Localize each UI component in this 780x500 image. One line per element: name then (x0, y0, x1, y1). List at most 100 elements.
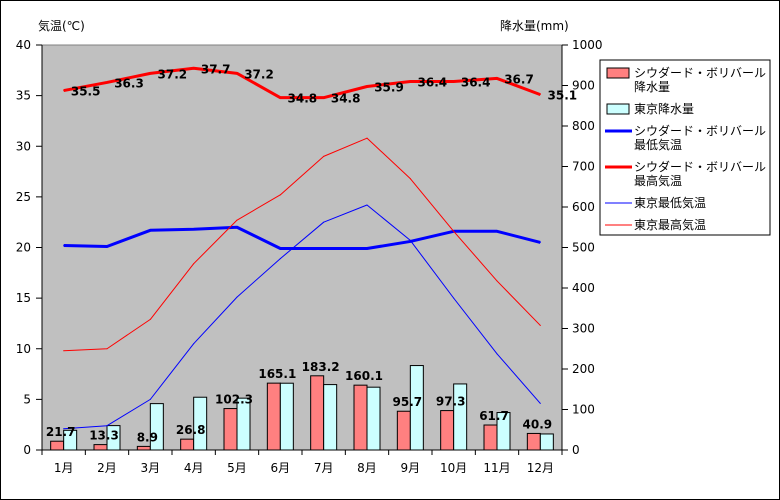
line-point (496, 353, 498, 355)
line-point (236, 72, 238, 74)
x-axis-tick-label: 8月 (357, 461, 377, 475)
right-axis-tick-label: 0 (572, 443, 580, 457)
line-point (453, 230, 455, 232)
bar (279, 382, 294, 451)
line-point (453, 297, 455, 299)
bar (93, 444, 108, 451)
line-point (323, 248, 325, 250)
line-point (149, 72, 151, 74)
left-axis-tick-label: 30 (16, 139, 31, 153)
line-data-label: 37.7 (201, 62, 231, 76)
line-point (539, 241, 541, 243)
line-point (193, 67, 195, 69)
x-axis-tick-label: 10月 (440, 461, 467, 475)
bar-data-label: 40.9 (523, 417, 553, 431)
legend-label: 最低気温 (634, 137, 682, 152)
right-axis-tick-label: 200 (572, 362, 595, 376)
line-point (279, 97, 281, 99)
bar (266, 382, 281, 451)
right-axis-tick-label: 300 (572, 322, 595, 336)
line-point (366, 137, 368, 139)
legend: シウダード・ボリバール降水量東京降水量シウダード・ボリバール最低気温シウダード・… (599, 59, 771, 236)
x-axis-tick-label: 11月 (483, 461, 510, 475)
right-axis-tick-label: 400 (572, 281, 595, 295)
line-point (236, 219, 238, 221)
bar-data-label: 165.1 (258, 367, 296, 381)
axes: 0510152025303540010020030040050060070080… (16, 38, 603, 475)
line-point (149, 229, 151, 231)
line-point (453, 80, 455, 82)
line-point (193, 343, 195, 345)
series-line (63, 137, 541, 352)
line-point (193, 263, 195, 265)
bar (353, 384, 368, 451)
line-point (106, 348, 108, 350)
bar-data-label: 8.9 (137, 430, 158, 444)
line-point (496, 77, 498, 79)
left-axis-tick-label: 0 (23, 443, 31, 457)
line-data-label: 36.7 (504, 72, 534, 86)
line-point (106, 425, 108, 427)
x-axis-tick-label: 3月 (141, 461, 161, 475)
x-axis-tick-label: 1月 (54, 461, 74, 475)
line-point (323, 221, 325, 223)
x-axis-tick-label: 12月 (527, 461, 554, 475)
bar-data-label: 95.7 (393, 395, 423, 409)
x-axis-tick-label: 7月 (314, 461, 334, 475)
line-point (106, 245, 108, 247)
line-point (279, 194, 281, 196)
line-point (279, 248, 281, 250)
right-axis-tick-label: 500 (572, 241, 595, 255)
line-point (236, 226, 238, 228)
line-point (279, 258, 281, 260)
line-point (323, 155, 325, 157)
legend-label: 東京最高気温 (634, 217, 706, 232)
line-point (496, 280, 498, 282)
bar (526, 432, 541, 451)
bar (539, 433, 554, 451)
legend-swatch (606, 67, 630, 79)
bar (483, 424, 498, 451)
line-point (236, 296, 238, 298)
bar-data-label: 183.2 (302, 360, 340, 374)
bar-data-label: 160.1 (345, 369, 383, 383)
line-data-label: 35.5 (71, 85, 101, 99)
right-axis-tick-label: 800 (572, 119, 595, 133)
right-axis-tick-label: 1000 (572, 38, 603, 52)
right-axis-tick-label: 900 (572, 79, 595, 93)
line-data-label: 36.4 (461, 75, 491, 89)
legend-label: シウダード・ボリバール (634, 159, 766, 174)
bar (323, 384, 338, 451)
line-data-label: 37.2 (244, 67, 274, 81)
x-axis-tick-label: 9月 (401, 461, 421, 475)
right-axis-tick-label: 700 (572, 160, 595, 174)
legend-label: シウダード・ボリバール (634, 123, 766, 138)
left-axis-tick-label: 20 (16, 241, 31, 255)
left-axis-tick-label: 15 (16, 291, 31, 305)
left-axis-tick-label: 5 (23, 392, 31, 406)
line-data-label: 37.2 (158, 67, 188, 81)
legend-label: 降水量 (634, 80, 670, 94)
bar-series (50, 365, 554, 451)
bar-data-label: 97.3 (436, 395, 466, 409)
line-point (149, 318, 151, 320)
line-point (323, 97, 325, 99)
line-point (409, 178, 411, 180)
legend-label: シウダード・ボリバール (634, 65, 766, 80)
series-line (63, 66, 541, 100)
line-point (496, 230, 498, 232)
x-axis-tick-label: 4月 (184, 461, 204, 475)
legend-label: 最高気温 (634, 173, 682, 188)
line-point (63, 90, 65, 92)
left-axis-tick-label: 35 (16, 89, 31, 103)
series-line (63, 225, 541, 251)
line-point (366, 248, 368, 250)
line-point (149, 398, 151, 400)
line-point (539, 324, 541, 326)
x-axis-tick-label: 6月 (271, 461, 291, 475)
left-axis-tick-label: 10 (16, 342, 31, 356)
line-data-label: 36.4 (418, 75, 448, 89)
line-data-label: 35.9 (374, 81, 404, 95)
bar-data-label: 13.3 (89, 429, 119, 443)
